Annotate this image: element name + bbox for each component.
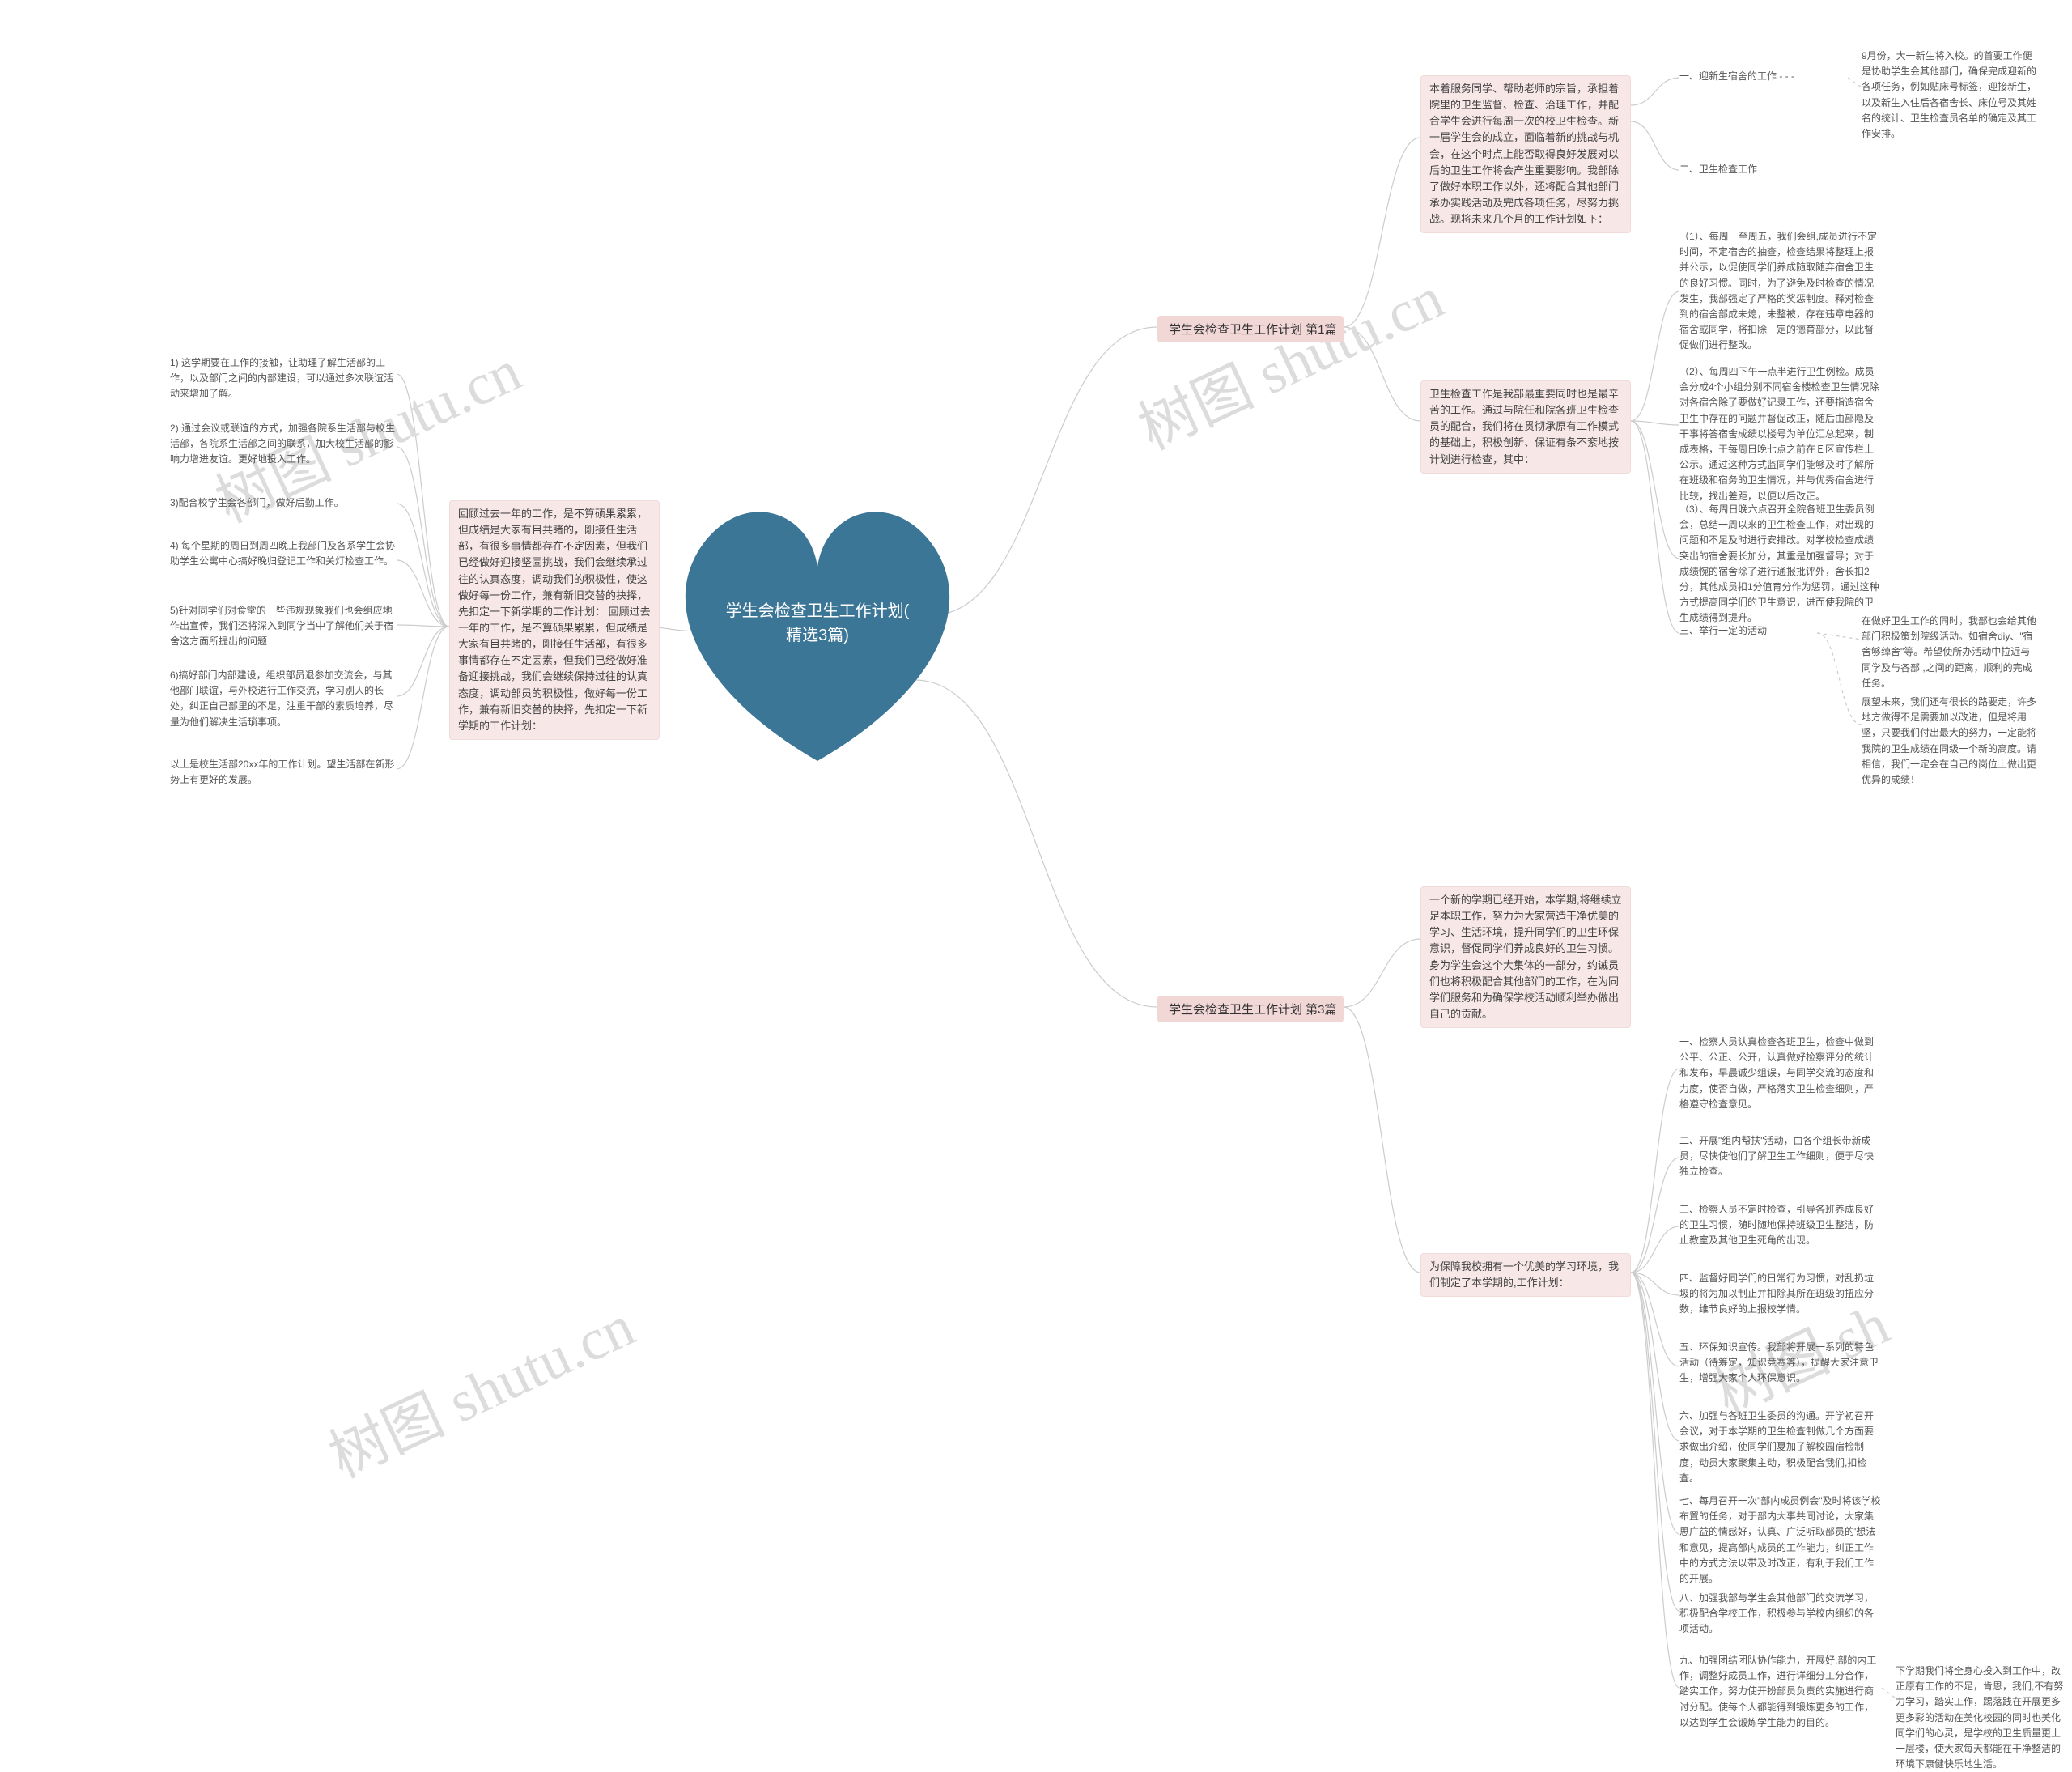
edge: [397, 627, 449, 769]
edge: [1344, 1007, 1420, 1273]
center-title-line2: 精选3篇): [786, 627, 849, 644]
edge: [397, 625, 449, 627]
edge: [1631, 1273, 1679, 1295]
branch-b1[interactable]: 学生会检查卫生工作计划 第1篇: [1157, 316, 1344, 342]
edge: [931, 327, 1157, 615]
subnode-s1a[interactable]: 本着服务同学、帮助老师的宗旨，承担着院里的卫生监督、检查、治理工作，并配合学生会…: [1420, 75, 1631, 233]
center-title-line1: 学生会检查卫生工作计划(: [726, 602, 910, 620]
leaf-i3_9b: 下学期我们将全身心投入到工作中，改正原有工作的不足，肯恩，我们,不有努力学习，踏…: [1896, 1664, 2066, 1772]
subnode-s1b[interactable]: 卫生检查工作是我部最重要同时也是最辛苦的工作。通过与院任和院各班卫生检查员的配合…: [1420, 380, 1631, 474]
leaf-i1_6: 三、举行一定的活动: [1679, 623, 1817, 639]
leaf-i1_1: 一、迎新生宿舍的工作 - - -: [1679, 69, 1849, 84]
edge: [397, 374, 449, 627]
edge: [1631, 421, 1679, 633]
leaf-i1_3: （1）、每周一至周五，我们会组,成员进行不定时间，不定宿舍的抽查，检查结果将整理…: [1679, 229, 1882, 354]
leaf-i3_4: 四、监督好同学们的日常行为习惯，对乱扔垃圾的将为加以制止并扣除其所在班级的扭应分…: [1679, 1271, 1882, 1318]
edge: [397, 560, 449, 627]
edge: [397, 504, 449, 627]
leaf-i1_6c: 展望未来，我们还有很长的路要走，许多地方做得不足需要加以改进，但是将用坚，只要我…: [1862, 695, 2040, 788]
subnode-s3b[interactable]: 为保障我校拥有一个优美的学习环境，我们制定了本学期的,工作计划：: [1420, 1253, 1631, 1297]
edge: [1631, 291, 1679, 421]
edge: [1344, 939, 1420, 1007]
edge: [1631, 421, 1679, 559]
edge: [1631, 1158, 1679, 1273]
branch-b3[interactable]: 学生会检查卫生工作计划 第3篇: [1157, 996, 1344, 1022]
leaf-i1_6b: 在做好卫生工作的同时，我部也会给其他部门积极策划院级活动。如宿舍diy、"宿舍够…: [1862, 614, 2040, 691]
leaf-i2_2: 2) 通过会议或联谊的方式，加强各院系生活部与校生活部，各院系生活部之间的联系，…: [170, 421, 397, 468]
edge: [1817, 633, 1862, 725]
subnode-s3a[interactable]: 一个新的学期已经开始，本学期,将继续立足本职工作，努力为大家营造干净优美的学习、…: [1420, 886, 1631, 1028]
leaf-i1_5: （3）、每周日晚六点召开全院各班卫生委员例会，总结一周以来的卫生检查工作，对出现…: [1679, 502, 1882, 627]
edge: [1344, 138, 1420, 327]
edge: [1631, 1069, 1679, 1273]
edge: [1631, 1273, 1679, 1366]
edge: [1631, 1273, 1679, 1688]
edge: [1631, 1273, 1679, 1441]
subnode-s2a[interactable]: 回顾过去一年的工作，是不算硕果累累，但成绩是大家有目共睹的，刚接任生活部，有很多…: [449, 500, 660, 740]
leaf-i1_4: （2）、每周四下午一点半进行卫生例检。成员会分成4个小组分别不同宿舍楼检查卫生情…: [1679, 364, 1882, 504]
leaf-i2_5: 5)针对同学们对食堂的一些违规现象我们也会组应地作出宣传，我们还将深入到同学当中…: [170, 603, 397, 650]
edge: [1817, 633, 1862, 640]
leaf-i3_3: 三、检察人员不定时检查，引导各班养成良好的卫生习惯，随时随地保持班级卫生整洁，防…: [1679, 1202, 1882, 1249]
leaf-i3_9: 九、加强团结团队协作能力，开展好,部的内工作，调整好成员工作，进行详细分工分合作…: [1679, 1653, 1882, 1731]
edge: [1631, 421, 1679, 425]
edge: [397, 447, 449, 627]
leaf-i3_7: 七、每月召开一次"部内成员例会"及时将该学校布置的任务，对于部内大事共同讨论，大…: [1679, 1494, 1882, 1587]
edge: [1882, 1688, 1896, 1698]
watermark: 树图 shutu.cn: [313, 1279, 646, 1494]
leaf-i2_3: 3)配合校学生会各部门，做好后勤工作。: [170, 495, 397, 511]
leaf-i3_8: 八、加强我部与学生会其他部门的交流学习，积极配合学校工作，积极参与学校内组织的各…: [1679, 1591, 1882, 1638]
leaf-i2_1: 1) 这学期要在工作的接触，让助理了解生活部的工作，以及部门之间的内部建设，可以…: [170, 355, 397, 402]
edge: [1631, 1226, 1679, 1273]
leaf-i1_1b: 9月份，大一新生将入校。的首要工作便是协助学生会其他部门，确保完成迎新的各项任务…: [1862, 49, 2040, 142]
edge: [397, 627, 449, 696]
leaf-i3_5: 五、环保知识宣传。我部将开展一系列的特色活动（待筹定，知识竞赛等），提醒大家注意…: [1679, 1340, 1882, 1387]
leaf-i3_2: 二、开展"组内帮扶"活动，由各个组长带新成员，尽快使他们了解卫生工作细则，便于尽…: [1679, 1133, 1882, 1180]
edge: [1631, 1273, 1679, 1534]
leaf-i1_2: 二、卫生检查工作: [1679, 162, 1809, 177]
leaf-i2_6: 6)搞好部门内部建设，组织部员退参加交流会，与其他部门联谊，与外校进行工作交流，…: [170, 668, 397, 730]
edge: [1344, 327, 1420, 421]
watermark: 树图 shutu.cn: [1123, 251, 1455, 466]
leaf-i3_1: 一、检察人员认真检查各班卫生，检查中做到公平、公正、公开，认真做好检察评分的统计…: [1679, 1035, 1882, 1112]
leaf-i2_4: 4) 每个星期的周日到周四晚上我部门及各系学生会协助学生公寓中心搞好晚归登记工作…: [170, 538, 397, 569]
edge: [1848, 78, 1862, 87]
leaf-i2_7: 以上是校生活部20xx年的工作计划。望生活部在新形势上有更好的发展。: [170, 757, 397, 788]
edge: [1631, 78, 1679, 105]
center-node: 学生会检查卫生工作计划( 精选3篇): [712, 599, 923, 648]
edge: [1631, 1273, 1679, 1611]
edge: [915, 680, 1157, 1007]
edge: [1631, 121, 1679, 170]
leaf-i3_6: 六、加强与各班卫生委员的沟通。开学初召开会议，对于本学期的卫生检查制做几个方面要…: [1679, 1409, 1882, 1486]
